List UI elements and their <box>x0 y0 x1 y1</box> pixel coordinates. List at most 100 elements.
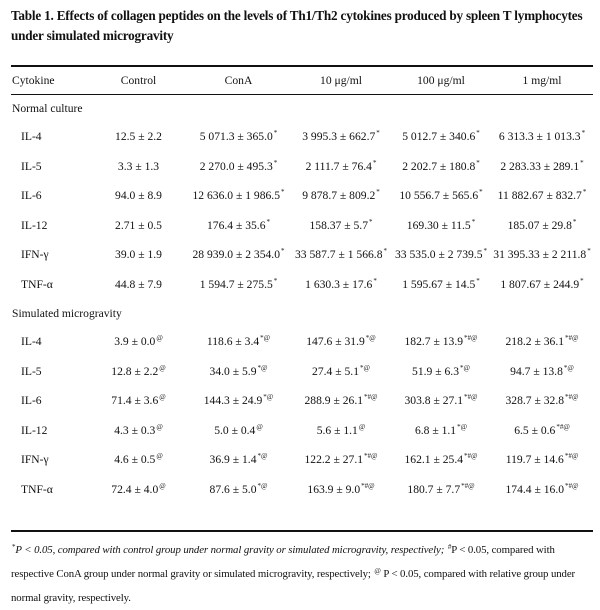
table-cell: 72.4 ± 4.0@ <box>91 475 186 505</box>
table-cell: 2 270.0 ± 495.3* <box>186 152 291 182</box>
table-cell: 94.7 ± 13.8*@ <box>491 357 593 387</box>
cell-value: 87.6 ± 5.0 <box>209 482 257 496</box>
significance-marker: @ <box>159 481 166 490</box>
header-row: Cytokine Control ConA 10 μg/ml 100 μg/ml… <box>11 66 593 94</box>
significance-marker: *#@ <box>364 452 378 461</box>
table-cell: 180.7 ± 7.7*#@ <box>391 475 491 505</box>
significance-marker: * <box>281 247 285 256</box>
table-cell: 11 882.67 ± 832.7* <box>491 181 593 211</box>
significance-marker: * <box>273 158 278 167</box>
cytokine-name: IL-4 <box>21 335 42 349</box>
table-body: Normal culture IL-4 12.5 ± 2.2 5 071.3 ± 36… <box>11 94 593 504</box>
table-row: IL-12 4.3 ± 0.3@ 5.0 ± 0.4@ 5.6 ± 1.1@ 6.8 ±… <box>11 416 593 446</box>
significance-marker: * <box>376 188 380 197</box>
cell-value: 4.6 ± 0.5 <box>114 453 156 467</box>
cytokine-name: IL-5 <box>21 364 42 378</box>
section-row: Simulated microgravity <box>11 299 593 327</box>
significance-marker: *#@ <box>464 452 478 461</box>
footnote-text: P < 0.05, compared with respective ConA … <box>11 544 555 580</box>
significance-marker: * <box>376 129 380 138</box>
table-cell: 182.7 ± 13.9*#@ <box>391 327 491 357</box>
table-cell: 12.5 ± 2.2 <box>91 122 186 152</box>
cytokine-name: IFN-γ <box>21 453 49 467</box>
cell-value: 33 535.0 ± 2 739.5 <box>394 248 483 262</box>
table-cell: 5.6 ± 1.1@ <box>291 416 391 446</box>
significance-marker: *#@ <box>556 422 570 431</box>
significance-marker: * <box>476 158 480 167</box>
table-cell: 71.4 ± 3.6@ <box>91 386 186 416</box>
significance-marker: * <box>471 217 476 226</box>
significance-marker: *@ <box>563 363 574 372</box>
significance-marker: * <box>373 276 377 285</box>
table-row: IL-4 12.5 ± 2.2 5 071.3 ± 365.0* 3 995.3 ± … <box>11 122 593 152</box>
significance-marker: @ <box>156 422 163 431</box>
cell-value: 174.4 ± 16.0 <box>505 482 565 496</box>
cytokine-table: Cytokine Control ConA 10 μg/ml 100 μg/ml… <box>11 66 593 504</box>
cell-value: 122.2 ± 27.1 <box>304 453 364 467</box>
column-header: 100 μg/ml <box>417 73 465 87</box>
cell-value: 12 636.0 ± 1 986.5 <box>192 189 281 203</box>
table-cell: 158.37 ± 5.7* <box>291 211 391 241</box>
table-cell: 1 630.3 ± 17.6* <box>291 270 391 300</box>
significance-marker: *#@ <box>565 481 579 490</box>
cell-value: 2.71 ± 0.5 <box>115 218 162 232</box>
table-cell: 6.8 ± 1.1*@ <box>391 416 491 446</box>
significance-marker: *#@ <box>361 481 375 490</box>
cytokine-name: IL-5 <box>21 159 42 173</box>
footnote-marker: * <box>12 543 16 551</box>
significance-marker: *#@ <box>364 393 378 402</box>
significance-marker: @ <box>159 363 166 372</box>
significance-marker: * <box>273 276 278 285</box>
section-row: Normal culture <box>11 94 593 122</box>
table-row: IL-6 71.4 ± 3.6@ 144.3 ± 24.9*@ 288.9 ± 26.… <box>11 386 593 416</box>
footnote-marker: # <box>447 543 452 551</box>
table-cell: 288.9 ± 26.1*#@ <box>291 386 391 416</box>
table-row: IL-5 12.8 ± 2.2@ 34.0 ± 5.9*@ 27.4 ± 5.1*@ 5… <box>11 357 593 387</box>
table-cell: 218.2 ± 36.1*#@ <box>491 327 593 357</box>
significance-marker: @ <box>156 334 163 343</box>
table-cell: 176.4 ± 35.6* <box>186 211 291 241</box>
footnote-text: P < 0.05, compared with control group un… <box>15 544 447 556</box>
table-cell: 3 995.3 ± 662.7* <box>291 122 391 152</box>
cell-value: 27.4 ± 5.1 <box>312 364 359 378</box>
cell-value: 34.0 ± 5.9 <box>209 364 257 378</box>
cell-value: 51.9 ± 6.3 <box>412 364 459 378</box>
table-cell: 303.8 ± 27.1*#@ <box>391 386 491 416</box>
table-cell: 1 595.67 ± 14.5* <box>391 270 491 300</box>
column-header: 10 μg/ml <box>320 73 362 87</box>
cell-value: 218.2 ± 36.1 <box>505 335 565 349</box>
cell-value: 6.8 ± 1.1 <box>414 423 457 437</box>
cell-value: 3.9 ± 0.0 <box>114 335 156 349</box>
table-cell: 119.7 ± 14.6*#@ <box>491 445 593 475</box>
table-cell: 33 587.7 ± 1 566.8* <box>291 240 391 270</box>
significance-marker: * <box>266 217 271 226</box>
table-cell: 4.6 ± 0.5@ <box>91 445 186 475</box>
table-cell: 185.07 ± 29.8* <box>491 211 593 241</box>
significance-marker: * <box>476 129 480 138</box>
cell-value: 118.6 ± 3.4 <box>206 335 260 349</box>
cell-value: 1 807.67 ± 244.9 <box>500 277 580 291</box>
cytokine-name: IL-6 <box>21 189 42 203</box>
cell-value: 162.1 ± 25.4 <box>404 453 464 467</box>
cell-value: 1 595.67 ± 14.5 <box>402 277 476 291</box>
table-cell: 4.3 ± 0.3@ <box>91 416 186 446</box>
cell-value: 9 878.7 ± 809.2 <box>302 189 376 203</box>
table-cell: 12.8 ± 2.2@ <box>91 357 186 387</box>
table-cell: 9 878.7 ± 809.2* <box>291 181 391 211</box>
section-label: Normal culture <box>12 101 83 115</box>
cell-value: 2 270.0 ± 495.3 <box>199 159 273 173</box>
significance-marker: *@ <box>257 452 268 461</box>
table-cell: 6 313.3 ± 1 013.3* <box>491 122 593 152</box>
significance-marker: * <box>483 247 488 256</box>
significance-marker: *#@ <box>464 393 478 402</box>
table-cell: 1 807.67 ± 244.9* <box>491 270 593 300</box>
table-row: TNF-α 72.4 ± 4.0@ 87.6 ± 5.0*@ 163.9 ± 9.0*… <box>11 475 593 505</box>
cytokine-name: TNF-α <box>21 277 53 291</box>
table-cell: 174.4 ± 16.0*#@ <box>491 475 593 505</box>
cytokine-name: IL-12 <box>21 218 48 232</box>
cell-value: 28 939.0 ± 2 354.0 <box>192 248 281 262</box>
cell-value: 185.07 ± 29.8 <box>507 218 572 232</box>
cell-value: 44.8 ± 7.9 <box>115 277 162 291</box>
table-cell: 5.0 ± 0.4@ <box>186 416 291 446</box>
